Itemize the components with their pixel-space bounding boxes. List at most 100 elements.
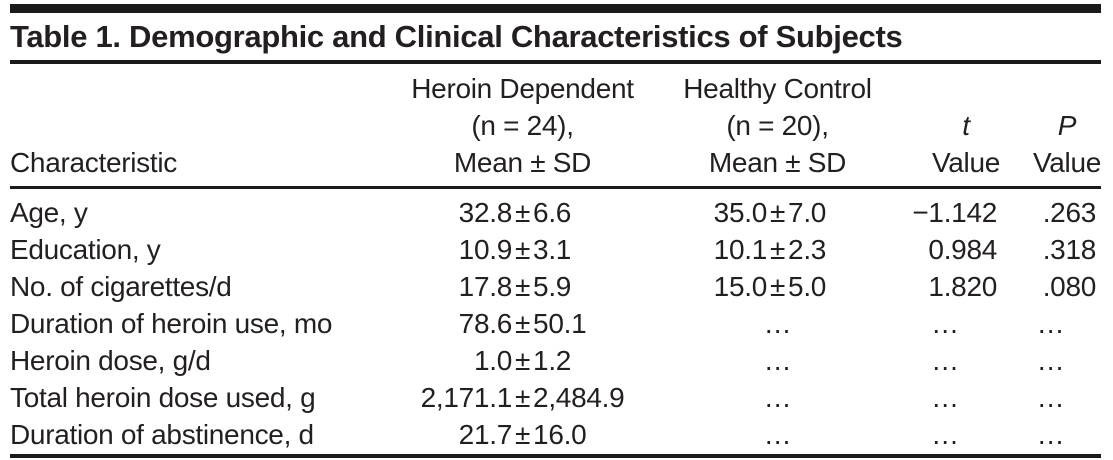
cell-heroin-dependent-sd: 6.6 xyxy=(533,197,572,228)
col-header-heroin-dependent-line2: (n = 24), xyxy=(471,110,574,141)
plus-minus-sign: ± xyxy=(514,271,531,302)
cell-heroin-dependent: 32.8 ±6.6 xyxy=(380,188,665,232)
table-row: No. of cigarettes/d 17.8 ±5.9 15.0 ±5.0 1.820… xyxy=(10,268,1101,305)
plus-minus-sign: ± xyxy=(514,197,531,228)
cell-heroin-dependent-split: 2,171.1 ±2,484.9 xyxy=(380,379,665,416)
cell-heroin-dependent-sd: 50.1 xyxy=(533,308,587,339)
table-body: Age, y 32.8 ±6.6 35.0 ±7.0 −1.142.263 Educatio… xyxy=(10,188,1101,454)
cell-t-value: 1.820 xyxy=(928,271,997,302)
col-header-healthy-control-line3: Mean ± SD xyxy=(708,147,847,178)
table-row: Education, y 10.9 ±3.1 10.1 ±2.3 0.984.318 xyxy=(10,231,1101,268)
cell-healthy-control-split: 10.1 ±2.3 xyxy=(665,231,890,268)
bottom-rule xyxy=(10,454,1101,458)
cell-heroin-dependent-mean: 17.8 xyxy=(458,271,513,302)
plus-minus-sign: ± xyxy=(514,345,531,376)
cell-healthy-control: … xyxy=(763,345,792,376)
plus-minus-sign: ± xyxy=(514,382,531,413)
col-header-healthy-control-line1: Healthy Control xyxy=(683,73,872,104)
cell-p-value: … xyxy=(1036,419,1065,450)
cell-heroin-dependent-sd: 16.0 xyxy=(533,419,587,450)
cell-heroin-dependent: 78.6 ±50.1 xyxy=(380,305,665,342)
cell-t-value: 0.984 xyxy=(928,234,997,265)
cell-heroin-dependent-mean: 10.9 xyxy=(458,234,513,265)
col-header-p-value-stack: P Value xyxy=(1033,107,1101,181)
plus-minus-sign: ± xyxy=(514,419,531,450)
cell-characteristic: Total heroin dose used, g xyxy=(10,382,316,413)
table-row: Age, y 32.8 ±6.6 35.0 ±7.0 −1.142.263 xyxy=(10,188,1101,232)
col-header-p-value-label: Value xyxy=(1032,147,1101,178)
col-header-healthy-control-line2: (n = 20), xyxy=(726,110,829,141)
cell-heroin-dependent-mean: 2,171.1 xyxy=(420,382,513,413)
cell-healthy-control: 15.0 ±5.0 xyxy=(665,268,890,305)
cell-p-value: .263 xyxy=(1042,197,1097,228)
cell-p-value: … xyxy=(1036,382,1065,413)
plus-minus-sign: ± xyxy=(769,234,786,265)
cell-characteristic: Duration of abstinence, d xyxy=(10,419,314,450)
cell-heroin-dependent-split: 10.9 ±3.1 xyxy=(380,231,665,268)
plus-minus-sign: ± xyxy=(514,234,531,265)
cell-characteristic: Heroin dose, g/d xyxy=(10,345,211,376)
col-header-t-symbol: t xyxy=(962,110,970,141)
col-header-characteristic-label: Characteristic xyxy=(10,147,177,178)
cell-characteristic: Age, y xyxy=(10,197,88,228)
cell-t-value: … xyxy=(931,345,959,376)
plus-minus-sign: ± xyxy=(769,197,786,228)
cell-heroin-dependent-split: 32.8 ±6.6 xyxy=(380,194,665,231)
cell-healthy-control: 35.0 ±7.0 xyxy=(665,188,890,232)
cell-t-value: … xyxy=(931,308,959,339)
cell-characteristic: No. of cigarettes/d xyxy=(10,271,232,302)
cell-p-value: .080 xyxy=(1042,271,1097,302)
cell-healthy-control: 10.1 ±2.3 xyxy=(665,231,890,268)
cell-heroin-dependent: 2,171.1 ±2,484.9 xyxy=(380,379,665,416)
col-header-healthy-control: Healthy Control (n = 20), Mean ± SD xyxy=(665,64,890,189)
table-row: Duration of heroin use, mo 78.6 ±50.1……… xyxy=(10,305,1101,342)
cell-heroin-dependent: 1.0 ±1.2 xyxy=(380,342,665,379)
cell-heroin-dependent-mean: 21.7 xyxy=(458,419,513,450)
characteristics-table: Characteristic Heroin Dependent (n = 24)… xyxy=(10,64,1101,453)
cell-characteristic: Duration of heroin use, mo xyxy=(10,308,333,339)
table-title: Table 1. Demographic and Clinical Charac… xyxy=(10,19,903,54)
cell-p-value: … xyxy=(1036,345,1065,376)
cell-heroin-dependent-sd: 5.9 xyxy=(533,271,572,302)
cell-healthy-control-sd: 5.0 xyxy=(788,271,827,302)
cell-healthy-control-split: 35.0 ±7.0 xyxy=(665,194,890,231)
col-header-characteristic: Characteristic xyxy=(10,64,380,189)
cell-healthy-control-sd: 7.0 xyxy=(788,197,827,228)
cell-heroin-dependent: 21.7 ±16.0 xyxy=(380,416,665,453)
cell-heroin-dependent-sd: 1.2 xyxy=(533,345,572,376)
cell-p-value: .318 xyxy=(1042,234,1097,265)
cell-healthy-control: … xyxy=(763,419,792,450)
table-row: Total heroin dose used, g 2,171.1 ±2,484.9… xyxy=(10,379,1101,416)
cell-heroin-dependent-sd: 3.1 xyxy=(533,234,572,265)
cell-t-value: −1.142 xyxy=(912,197,997,228)
col-header-heroin-dependent: Heroin Dependent (n = 24), Mean ± SD xyxy=(380,64,665,189)
cell-heroin-dependent-split: 21.7 ±16.0 xyxy=(380,416,665,453)
col-header-t-value: t Value xyxy=(890,64,1000,189)
cell-heroin-dependent-mean: 1.0 xyxy=(473,345,512,376)
cell-heroin-dependent: 17.8 ±5.9 xyxy=(380,268,665,305)
header-row: Characteristic Heroin Dependent (n = 24)… xyxy=(10,64,1101,189)
cell-heroin-dependent-split: 17.8 ±5.9 xyxy=(380,268,665,305)
col-header-p-value: P Value xyxy=(1000,64,1101,189)
cell-heroin-dependent-mean: 32.8 xyxy=(458,197,513,228)
cell-heroin-dependent-sd: 2,484.9 xyxy=(533,382,625,413)
cell-heroin-dependent-split: 78.6 ±50.1 xyxy=(380,305,665,342)
col-header-t-value-label: Value xyxy=(931,147,1000,178)
cell-heroin-dependent-split: 1.0 ±1.2 xyxy=(380,342,665,379)
cell-heroin-dependent-mean: 78.6 xyxy=(458,308,513,339)
cell-healthy-control-mean: 35.0 xyxy=(713,197,768,228)
cell-healthy-control-split: 15.0 ±5.0 xyxy=(665,268,890,305)
cell-t-value: … xyxy=(931,419,959,450)
col-header-heroin-dependent-line3: Mean ± SD xyxy=(453,147,592,178)
plus-minus-sign: ± xyxy=(769,271,786,302)
cell-healthy-control-mean: 10.1 xyxy=(713,234,768,265)
table-header: Characteristic Heroin Dependent (n = 24)… xyxy=(10,64,1101,189)
plus-minus-sign: ± xyxy=(514,308,531,339)
col-header-p-symbol: P xyxy=(1057,110,1077,141)
cell-characteristic: Education, y xyxy=(10,234,161,265)
cell-healthy-control-sd: 2.3 xyxy=(788,234,827,265)
table-row: Heroin dose, g/d 1.0 ±1.2 … … … xyxy=(10,342,1101,379)
top-rule xyxy=(10,4,1101,13)
cell-p-value: … xyxy=(1036,308,1065,339)
